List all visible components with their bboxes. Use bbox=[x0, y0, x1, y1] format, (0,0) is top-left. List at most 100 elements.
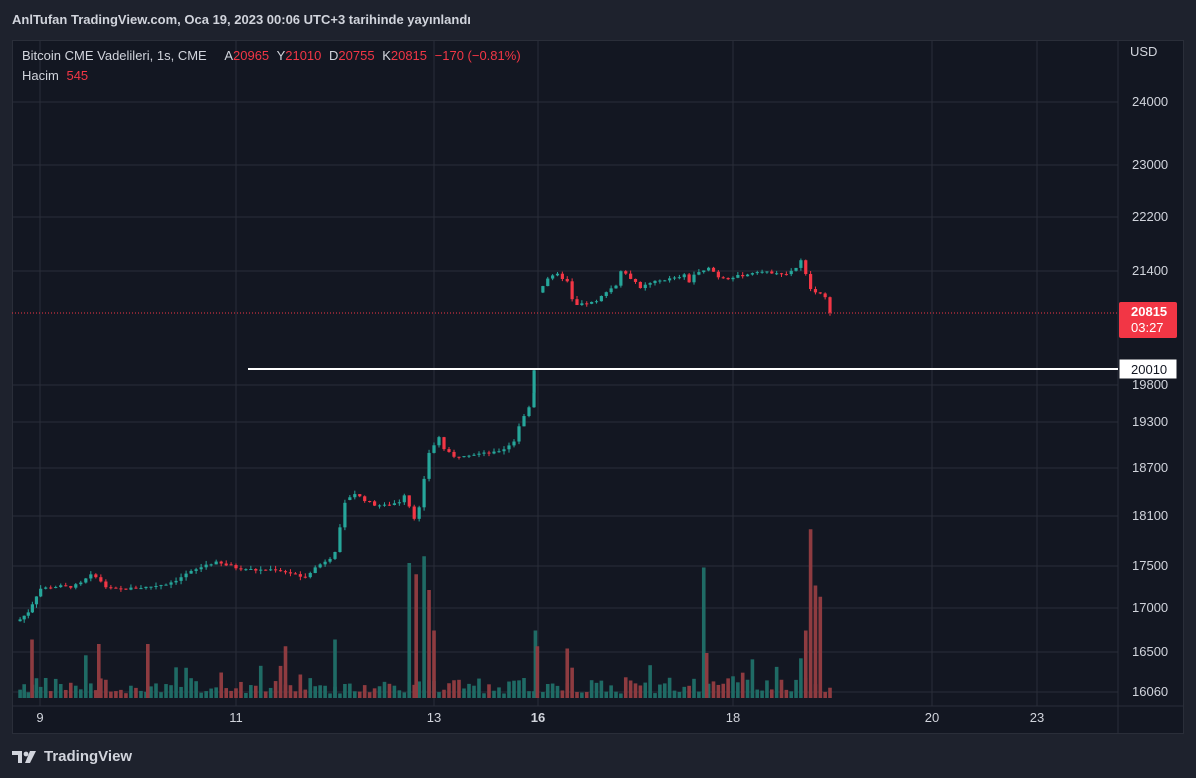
volume-bar bbox=[677, 691, 682, 698]
volume-bar bbox=[249, 685, 253, 698]
volume-bar bbox=[119, 689, 123, 698]
level-price-label: 20010 bbox=[1131, 362, 1167, 377]
volume-bar-spike bbox=[808, 529, 813, 698]
volume-bar bbox=[589, 680, 594, 698]
candle-body bbox=[234, 565, 238, 569]
volume-bar bbox=[745, 679, 750, 698]
volume-bar bbox=[672, 690, 677, 698]
candle-body bbox=[818, 292, 822, 294]
volume-bar-spike bbox=[407, 563, 412, 698]
candle-body bbox=[348, 497, 352, 500]
candle-body bbox=[328, 558, 332, 562]
volume-bar bbox=[303, 689, 308, 698]
candle-body bbox=[249, 568, 253, 570]
volume-bar-spike bbox=[803, 630, 808, 698]
volume-bar-spike bbox=[701, 567, 706, 698]
volume-bar bbox=[78, 689, 83, 698]
candle-body bbox=[477, 453, 481, 455]
candle-body bbox=[809, 274, 813, 290]
volume-bar bbox=[323, 685, 327, 698]
candle-body bbox=[452, 451, 456, 457]
candle-body bbox=[422, 478, 426, 508]
volume-bar bbox=[377, 686, 382, 698]
volume-bar bbox=[604, 691, 609, 698]
volume-bar bbox=[229, 690, 233, 698]
volume-bar bbox=[278, 665, 283, 698]
candle-body bbox=[643, 284, 647, 289]
volume-bar bbox=[124, 693, 128, 698]
candle-body bbox=[387, 504, 392, 506]
volume-bar bbox=[417, 681, 421, 698]
candle-body bbox=[164, 584, 168, 586]
time-tick-label: 9 bbox=[36, 710, 43, 725]
candle-body bbox=[259, 569, 263, 571]
volume-bar-spike bbox=[427, 590, 431, 698]
volume-bar bbox=[706, 683, 711, 698]
candle-body bbox=[745, 274, 750, 277]
volume-bar bbox=[392, 685, 397, 698]
volume-bar bbox=[144, 691, 148, 698]
volume-bar bbox=[43, 677, 48, 698]
price-tick-label: 17000 bbox=[1132, 600, 1168, 615]
volume-bar bbox=[770, 689, 774, 698]
volume-bar bbox=[328, 693, 332, 698]
volume-bar bbox=[452, 680, 456, 698]
candle-body bbox=[293, 573, 297, 575]
candle-body bbox=[672, 277, 677, 279]
candle-body bbox=[575, 299, 579, 306]
price-tick-label: 16500 bbox=[1132, 644, 1168, 659]
candle-body bbox=[298, 574, 302, 577]
volume-bar bbox=[648, 665, 652, 698]
volume-bar bbox=[472, 685, 476, 698]
volume-bar bbox=[774, 666, 779, 698]
candle-body bbox=[199, 567, 203, 570]
candle-body bbox=[609, 288, 613, 293]
chart-pane[interactable] bbox=[12, 40, 1184, 734]
candle-body bbox=[402, 495, 406, 503]
volume-bar bbox=[638, 685, 643, 698]
symbol-name[interactable]: Bitcoin CME Vadelileri, 1s, CME bbox=[22, 48, 207, 63]
volume-bar bbox=[584, 691, 589, 698]
volume-bar bbox=[502, 693, 506, 698]
volume-bar bbox=[387, 683, 392, 698]
volume-row: Hacim 545 bbox=[22, 66, 525, 86]
tradingview-logo-icon bbox=[12, 750, 36, 763]
brand-name[interactable]: TradingView bbox=[44, 748, 133, 765]
volume-bar bbox=[134, 687, 138, 698]
volume-bar bbox=[139, 690, 143, 698]
volume-bar bbox=[184, 667, 188, 698]
candle-body bbox=[214, 561, 218, 565]
volume-bar bbox=[682, 686, 687, 698]
price-tick-label: 21400 bbox=[1132, 263, 1168, 278]
price-tick-label: 19800 bbox=[1132, 377, 1168, 392]
volume-bar bbox=[234, 688, 238, 698]
volume-bar-spike bbox=[283, 646, 288, 698]
candle-body bbox=[580, 303, 584, 306]
volume-bar bbox=[555, 685, 560, 698]
change-value: −170 (−0.81%) bbox=[434, 48, 521, 63]
volume-bar bbox=[711, 681, 716, 698]
volume-bar bbox=[199, 692, 203, 698]
candle-body bbox=[507, 445, 511, 450]
volume-bar bbox=[457, 679, 461, 698]
candle-body bbox=[343, 502, 347, 528]
candle-body bbox=[224, 563, 228, 566]
candle-body bbox=[288, 572, 293, 574]
current-price-label: 20815 bbox=[1131, 304, 1167, 319]
volume-bar bbox=[34, 678, 39, 698]
candle-body bbox=[189, 570, 193, 574]
candle-body bbox=[512, 441, 516, 446]
volume-bar bbox=[507, 681, 511, 698]
low-value: 20755 bbox=[338, 48, 375, 63]
volume-bar bbox=[268, 687, 273, 698]
volume-bar-spike bbox=[422, 556, 426, 698]
candle-body bbox=[532, 392, 536, 408]
candle-body bbox=[124, 588, 128, 590]
candle-body bbox=[633, 278, 638, 282]
candle-body bbox=[427, 452, 431, 479]
volume-bar bbox=[580, 692, 584, 698]
candle-body bbox=[149, 586, 153, 588]
candle-body bbox=[472, 454, 476, 456]
volume-bar bbox=[570, 667, 574, 698]
